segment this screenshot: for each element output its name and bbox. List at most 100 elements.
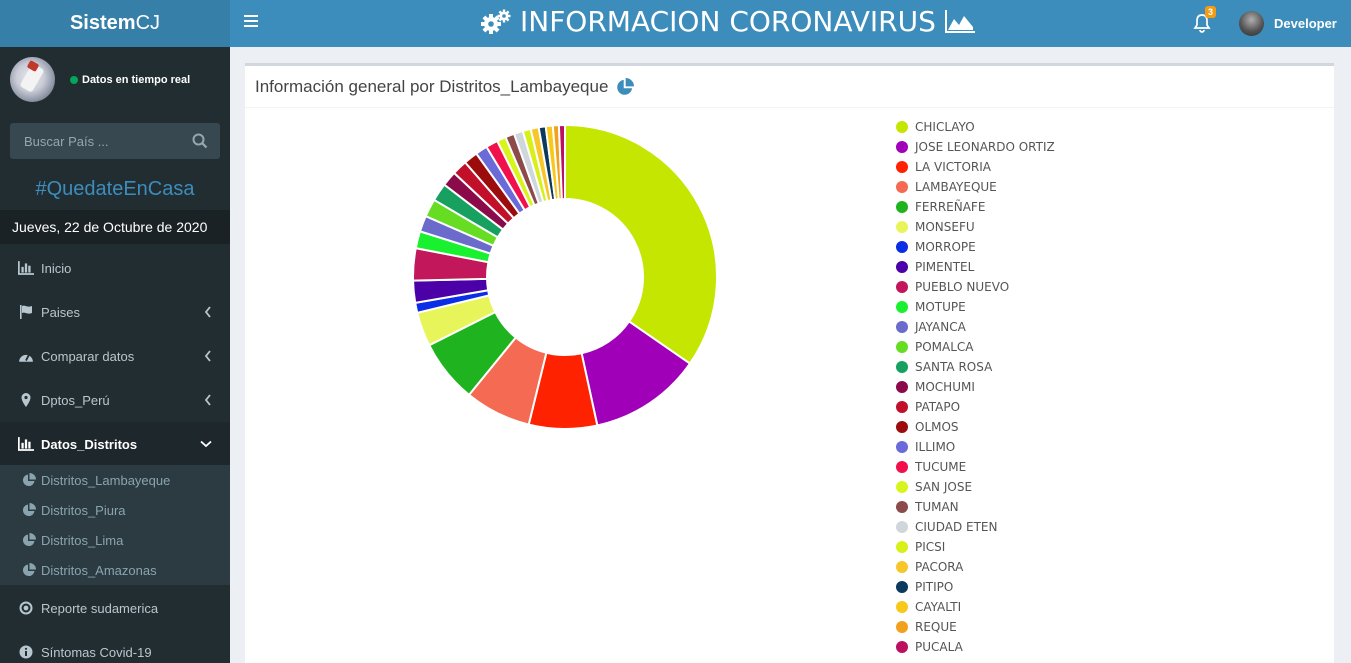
- donut-slice-chiclayo[interactable]: [564, 123, 718, 365]
- menu-item-datos-distritos[interactable]: Datos_Distritos: [0, 422, 230, 466]
- legend-item[interactable]: JOSE LEONARDO ORTIZ: [896, 137, 1055, 157]
- user-name[interactable]: Developer: [1274, 16, 1337, 31]
- legend-item[interactable]: PITIPO: [896, 577, 1055, 597]
- legend-swatch: [896, 241, 908, 253]
- legend-swatch: [896, 201, 908, 213]
- legend-item[interactable]: MONSEFU: [896, 217, 1055, 237]
- legend-item[interactable]: SAN JOSE: [896, 477, 1055, 497]
- legend-item[interactable]: JAYANCA: [896, 317, 1055, 337]
- legend-item[interactable]: PACORA: [896, 557, 1055, 577]
- search-input[interactable]: [10, 133, 180, 149]
- legend-label: PIMENTEL: [915, 260, 975, 274]
- legend-item[interactable]: OLMOS: [896, 417, 1055, 437]
- legend-swatch: [896, 541, 908, 553]
- current-date: Jueves, 22 de Octubre de 2020: [0, 210, 230, 244]
- logo-bold: Sistem: [69, 12, 136, 34]
- legend-swatch: [896, 221, 908, 233]
- submenu-label: Distritos_Amazonas: [41, 562, 157, 578]
- menu-label: Síntomas Covid-19: [41, 644, 152, 660]
- menu-label: Comparar datos: [41, 348, 135, 364]
- pie-chart-icon: [22, 473, 36, 487]
- legend-item[interactable]: MOCHUMI: [896, 377, 1055, 397]
- legend-swatch: [896, 161, 908, 173]
- legend-item[interactable]: LA VICTORIA: [896, 157, 1055, 177]
- legend-item[interactable]: PUEBLO NUEVO: [896, 277, 1055, 297]
- menu-item-sintomas[interactable]: Síntomas Covid-19: [0, 630, 230, 663]
- legend-swatch: [896, 521, 908, 533]
- menu-item-dptos-peru[interactable]: Dptos_Perú: [0, 378, 230, 422]
- sidebar-toggle-icon[interactable]: [244, 15, 258, 29]
- legend-item[interactable]: PUCALA: [896, 637, 1055, 657]
- legend-label: PICSI: [915, 540, 946, 554]
- user-panel: [0, 47, 230, 112]
- search-icon[interactable]: [192, 133, 208, 149]
- legend-item[interactable]: REQUE: [896, 617, 1055, 637]
- menu-label: Inicio: [41, 260, 72, 276]
- legend-item[interactable]: POMALCA: [896, 337, 1055, 357]
- donut-slice-pucala[interactable]: [557, 123, 566, 201]
- legend-swatch: [896, 501, 908, 513]
- page-header: INFORMACION CORONAVIRUS: [480, 5, 976, 38]
- legend-swatch: [896, 381, 908, 393]
- legend-item[interactable]: CAYALTI: [896, 597, 1055, 617]
- submenu-distritos: Distritos_Lambayeque Distritos_Piura Dis…: [0, 465, 230, 585]
- legend-label: PACORA: [915, 560, 964, 574]
- menu-item-paises[interactable]: Paises: [0, 290, 230, 334]
- legend-swatch: [896, 361, 908, 373]
- legend-item[interactable]: TUCUME: [896, 457, 1055, 477]
- menu-item-comparar[interactable]: Comparar datos: [0, 334, 230, 378]
- menu-label: Paises: [41, 304, 81, 320]
- legend-item[interactable]: CIUDAD ETEN: [896, 517, 1055, 537]
- submenu-item-lambayeque[interactable]: Distritos_Lambayeque: [0, 465, 230, 495]
- map-marker-icon: [21, 393, 31, 407]
- legend-label: PUCALA: [915, 640, 963, 654]
- menu-label: Dptos_Perú: [41, 392, 110, 408]
- legend-label: ILLIMO: [915, 440, 956, 454]
- legend-swatch: [896, 581, 908, 593]
- legend-swatch: [896, 641, 908, 653]
- legend-label: SANTA ROSA: [915, 360, 993, 374]
- legend-item[interactable]: FERREÑAFE: [896, 197, 1055, 217]
- legend-label: PUEBLO NUEVO: [915, 280, 1010, 294]
- chart-area: CHICLAYO JOSE LEONARDO ORTIZ LA VICTORIA LA…: [245, 109, 1334, 663]
- legend-label: MORROPE: [915, 240, 976, 254]
- info-circle-icon: [19, 645, 33, 659]
- legend-label: CIUDAD ETEN: [915, 520, 998, 534]
- legend-item[interactable]: TUMAN: [896, 497, 1055, 517]
- legend-item[interactable]: MORROPE: [896, 237, 1055, 257]
- legend-swatch: [896, 261, 908, 273]
- submenu-item-amazonas[interactable]: Distritos_Amazonas: [0, 555, 230, 585]
- legend-swatch: [896, 181, 908, 193]
- legend-item[interactable]: LAMBAYEQUE: [896, 177, 1055, 197]
- online-dot-icon: [70, 76, 78, 84]
- bar-chart-icon: [18, 261, 34, 275]
- legend-item[interactable]: PICSI: [896, 537, 1055, 557]
- legend-label: TUCUME: [915, 460, 967, 474]
- pie-chart-icon: [617, 77, 635, 95]
- legend-item[interactable]: MOTUPE: [896, 297, 1055, 317]
- chart-legend: CHICLAYO JOSE LEONARDO ORTIZ LA VICTORIA LA…: [896, 117, 1055, 657]
- pie-chart-icon: [22, 533, 36, 547]
- legend-swatch: [896, 401, 908, 413]
- legend-item[interactable]: PIMENTEL: [896, 257, 1055, 277]
- legend-label: SAN JOSE: [915, 480, 973, 494]
- submenu-item-lima[interactable]: Distritos_Lima: [0, 525, 230, 555]
- chevron-left-icon: [204, 350, 211, 362]
- legend-swatch: [896, 421, 908, 433]
- menu-item-reporte-sudamerica[interactable]: Reporte sudamerica: [0, 586, 230, 630]
- legend-item[interactable]: CHICLAYO: [896, 117, 1055, 137]
- legend-swatch: [896, 481, 908, 493]
- legend-label: CHICLAYO: [915, 120, 975, 134]
- chevron-down-icon: [200, 440, 212, 448]
- box-header: Información general por Distritos_Lambay…: [245, 66, 1334, 108]
- menu-item-inicio[interactable]: Inicio: [0, 246, 230, 290]
- user-avatar[interactable]: [1239, 11, 1264, 36]
- header-title-text: INFORMACION CORONAVIRUS: [520, 5, 936, 38]
- app-logo[interactable]: Sistem CJ: [0, 0, 230, 47]
- profile-image: [10, 57, 55, 102]
- legend-item[interactable]: SANTA ROSA: [896, 357, 1055, 377]
- legend-label: TUMAN: [915, 500, 959, 514]
- legend-item[interactable]: PATAPO: [896, 397, 1055, 417]
- submenu-item-piura[interactable]: Distritos_Piura: [0, 495, 230, 525]
- legend-item[interactable]: ILLIMO: [896, 437, 1055, 457]
